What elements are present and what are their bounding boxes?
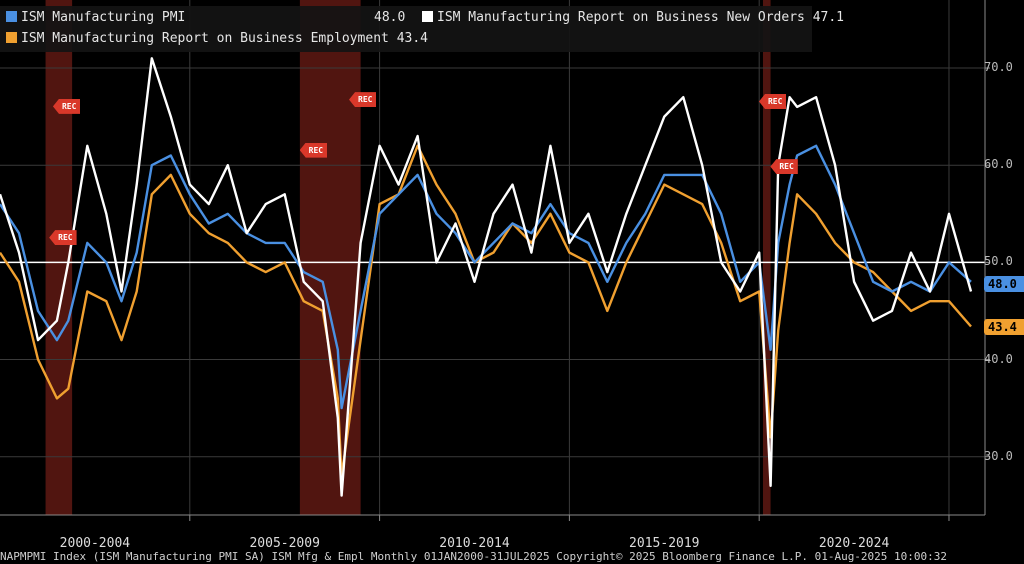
recession-marker: REC bbox=[52, 98, 81, 114]
legend-swatch-new-orders bbox=[422, 11, 433, 22]
recession-band bbox=[299, 0, 361, 515]
series-line-new-orders bbox=[0, 57, 973, 497]
legend-value-pmi: 48.0 bbox=[374, 10, 406, 25]
legend-swatch-employment bbox=[6, 32, 17, 43]
last-value-tag-employment: 43.4 bbox=[984, 319, 1024, 335]
gridlines bbox=[0, 0, 985, 515]
legend-item-employment[interactable]: ISM Manufacturing Report on Business Emp… bbox=[6, 31, 428, 46]
recession-marker: REC bbox=[770, 159, 798, 175]
axes bbox=[0, 0, 990, 521]
recession-band bbox=[45, 0, 73, 515]
legend-value-new-orders: 47.1 bbox=[812, 10, 844, 25]
y-tick-label: 50.0 bbox=[984, 254, 1013, 269]
recession-marker: REC bbox=[49, 230, 77, 246]
legend-label-pmi: ISM Manufacturing PMI bbox=[21, 10, 186, 25]
recession-bands bbox=[45, 0, 771, 515]
recession-marker: REC bbox=[299, 142, 328, 158]
series-line-employment bbox=[0, 144, 972, 478]
legend-item-new-orders[interactable]: ISM Manufacturing Report on Business New… bbox=[422, 10, 844, 25]
x-tick-label: 2015-2019 bbox=[629, 536, 700, 551]
recession-marker: REC bbox=[349, 92, 377, 108]
recession-band bbox=[762, 0, 771, 515]
y-tick-label: 30.0 bbox=[984, 448, 1013, 463]
legend-label-employment: ISM Manufacturing Report on Business Emp… bbox=[21, 31, 389, 46]
legend-item-pmi[interactable]: ISM Manufacturing PMI bbox=[6, 10, 185, 25]
y-tick-label: 60.0 bbox=[984, 157, 1013, 172]
legend-swatch-pmi bbox=[6, 11, 17, 22]
series-line-pmi bbox=[0, 144, 972, 410]
y-tick-label: 70.0 bbox=[984, 60, 1013, 75]
last-value-tag-pmi: 48.0 bbox=[984, 276, 1024, 292]
x-tick-label: 2010-2014 bbox=[439, 536, 510, 551]
legend: ISM Manufacturing PMI 48.0 ISM Manufactu… bbox=[0, 6, 844, 52]
x-tick-label: 2000-2004 bbox=[59, 536, 131, 551]
chart-footer: NAPMPMI Index (ISM Manufacturing PMI SA)… bbox=[0, 550, 948, 563]
recession-marker: REC bbox=[758, 94, 787, 110]
legend-label-new-orders: ISM Manufacturing Report on Business New… bbox=[437, 10, 805, 25]
legend-value-employment: 43.4 bbox=[396, 31, 428, 46]
x-tick-label: 2005-2009 bbox=[249, 536, 320, 551]
y-tick-label: 40.0 bbox=[984, 351, 1013, 366]
x-tick-label: 2020-2024 bbox=[818, 536, 890, 551]
series-lines bbox=[0, 57, 973, 497]
